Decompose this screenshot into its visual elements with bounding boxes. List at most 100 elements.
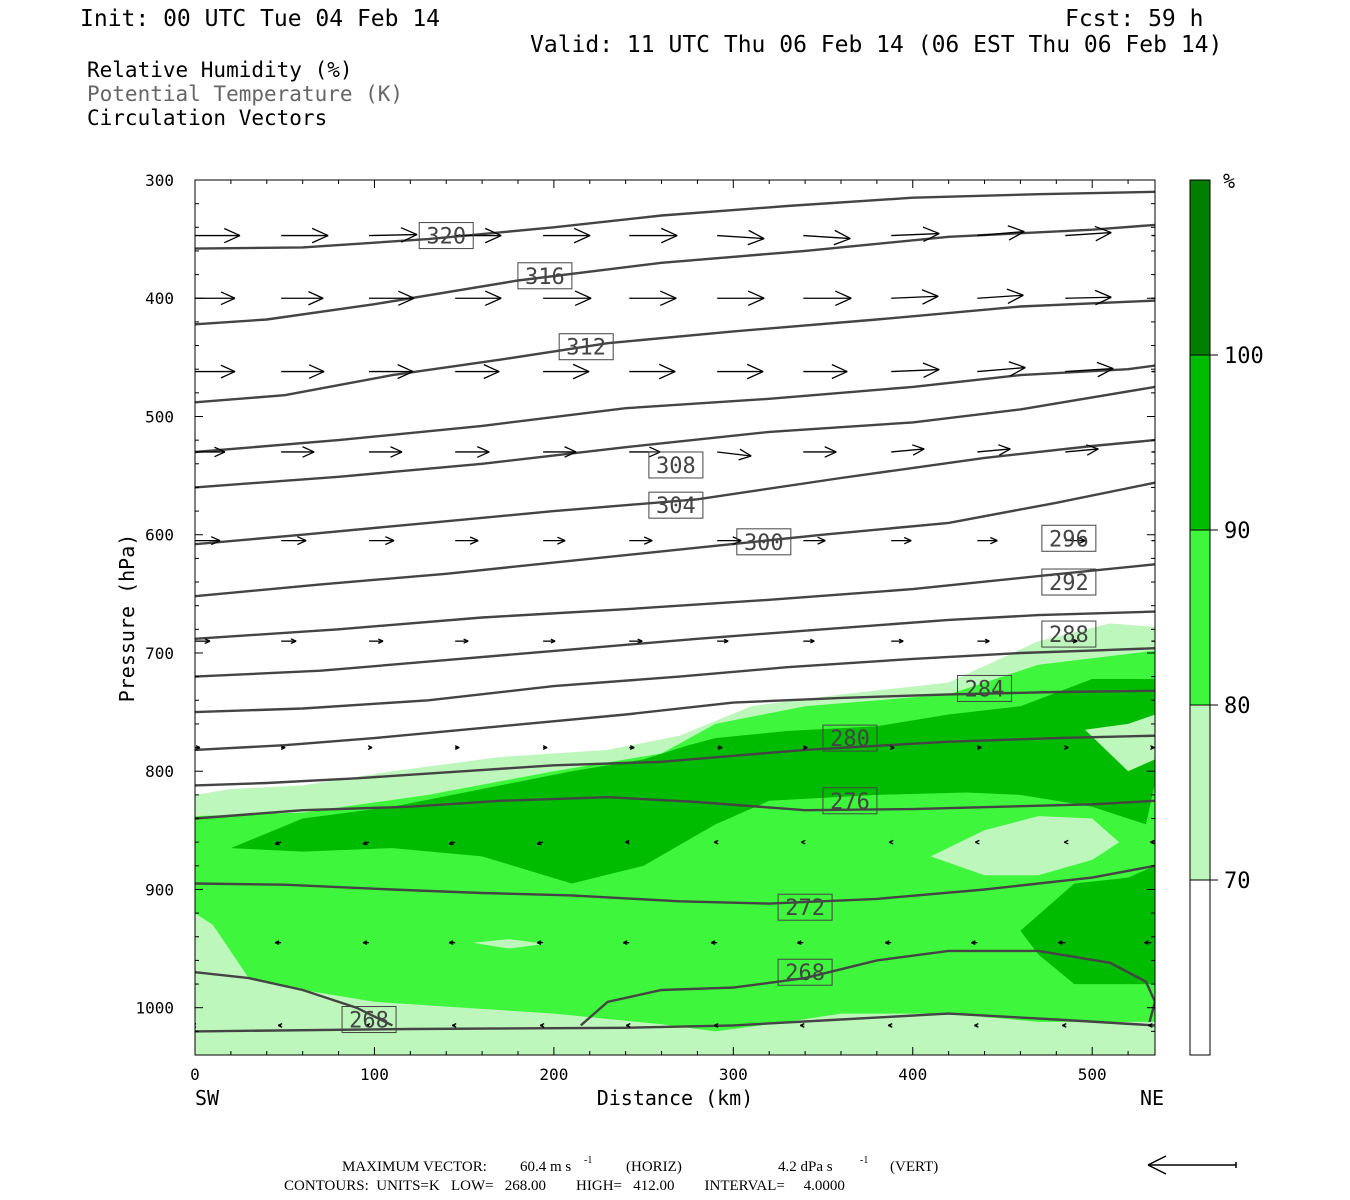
vector-arrow	[803, 638, 815, 644]
potential-temperature-contours	[195, 190, 1155, 1033]
vector-arrow	[889, 745, 895, 750]
vector-arrow	[974, 1023, 979, 1028]
vector-arrow	[454, 745, 460, 750]
vector-arrow	[977, 361, 1026, 377]
max-vector-note: MAXIMUM VECTOR: 60.4 m s -1 (HORIZ) 4.2 …	[342, 1155, 938, 1175]
vector-arrow	[1065, 638, 1078, 644]
vector-arrow	[365, 1023, 371, 1028]
contour-label: 308	[656, 454, 696, 479]
field-legend-item: Circulation Vectors	[87, 106, 327, 130]
theta-contour	[195, 864, 1155, 905]
y-axis-label: Pressure (hPa)	[115, 534, 139, 703]
colorbar-level-label: 80	[1224, 694, 1251, 719]
contour-label-box	[1041, 620, 1097, 648]
max-horiz-value: 60.4 m s	[520, 1159, 571, 1175]
colorbar-level-label: 90	[1224, 519, 1251, 544]
vector-arrow	[971, 940, 978, 946]
vector-arrow	[543, 638, 556, 644]
theta-contour	[195, 647, 1155, 714]
vector-arrow	[891, 289, 939, 305]
vector-arrow	[195, 364, 236, 379]
colorbar-swatch	[1189, 704, 1211, 881]
contour-label-box	[648, 451, 704, 479]
vector-arrow	[1144, 940, 1152, 946]
max-vector-label: MAXIMUM VECTOR:	[342, 1159, 487, 1175]
vector-arrow	[189, 941, 195, 945]
colorbar-swatch	[1189, 354, 1211, 531]
vector-arrow	[803, 290, 852, 307]
vector-arrow	[717, 363, 764, 380]
vector-arrow	[629, 363, 676, 380]
vector-arrow	[539, 1023, 545, 1028]
init-time-label: Init: 00 UTC Tue 04 Feb 14	[80, 6, 440, 32]
circulation-vectors	[189, 225, 1155, 1028]
rh-region-90	[230, 679, 1155, 884]
vector-arrow	[281, 638, 297, 645]
vector-arrow	[195, 536, 221, 546]
colorbar-swatch	[1189, 529, 1211, 706]
vector-arrow	[195, 842, 196, 843]
vector-arrow	[717, 448, 752, 461]
vector-arrow	[455, 638, 469, 644]
contour-label: 292	[1049, 571, 1089, 596]
vector-arrow	[451, 1023, 457, 1028]
vector-arrow	[274, 840, 282, 846]
vector-arrow	[448, 840, 456, 846]
field-legend: Relative Humidity (%)Potential Temperatu…	[87, 58, 403, 130]
vector-arrow	[884, 940, 892, 946]
y-tick-label: 600	[145, 526, 174, 545]
contour-label-box	[736, 528, 792, 556]
vector-arrow	[369, 638, 384, 644]
vector-arrow	[455, 364, 500, 380]
vector-arrow	[624, 839, 630, 845]
vector-arrow	[281, 364, 325, 379]
vector-arrow	[1148, 1023, 1153, 1028]
contour-label-box	[777, 958, 833, 986]
vector-arrow	[1058, 940, 1066, 946]
field-legend-item: Relative Humidity (%)	[87, 58, 353, 82]
vector-arrow	[803, 364, 848, 380]
vector-arrow	[195, 227, 241, 244]
colorbar-level-label: 100	[1224, 344, 1264, 369]
max-vert-value: 4.2 dPa s	[778, 1159, 833, 1175]
vector-arrow	[1151, 640, 1155, 642]
vector-arrow	[803, 446, 837, 458]
contour-label: 288	[1049, 623, 1089, 648]
theta-contour	[195, 438, 1155, 546]
vector-arrow	[281, 291, 324, 306]
vector-arrow	[367, 745, 373, 750]
theta-contour	[195, 563, 1155, 640]
vector-arrow	[977, 225, 1025, 241]
vector-arrow	[622, 940, 630, 946]
vector-arrow	[713, 1023, 719, 1028]
contour-label: 304	[656, 494, 696, 519]
vector-arrow	[195, 446, 226, 458]
vector-arrow	[977, 745, 982, 750]
vector-arrow	[891, 362, 940, 378]
vector-arrow	[369, 536, 395, 546]
vector-arrow	[455, 290, 502, 307]
theta-contour	[195, 971, 393, 1027]
contour-label: 280	[830, 727, 870, 752]
y-tick-label: 800	[145, 762, 174, 781]
theta-contour	[195, 610, 1155, 678]
colorbar-level-label: 70	[1224, 869, 1251, 894]
vector-arrow	[803, 745, 808, 750]
vector-arrow	[369, 227, 418, 243]
vector-arrow	[369, 446, 403, 458]
vector-arrow	[274, 940, 282, 946]
vector-arrow	[977, 638, 990, 644]
x-tick-label: 500	[1078, 1065, 1107, 1084]
vector-arrow	[1064, 745, 1069, 750]
ne-end-label: NE	[1140, 1086, 1164, 1110]
theta-contour	[195, 795, 1155, 820]
x-tick-label: 200	[539, 1065, 568, 1084]
theta-contour	[195, 190, 1155, 250]
contour-labels: 320 316 312 308 304 300 296 292 288 284 280 276 272 2…	[341, 222, 1097, 1034]
y-tick-label: 1000	[135, 999, 174, 1018]
vector-arrow	[629, 745, 635, 750]
theta-contour	[195, 689, 1155, 752]
plot-frame	[194, 179, 1156, 1056]
theta-contour	[195, 734, 1155, 787]
